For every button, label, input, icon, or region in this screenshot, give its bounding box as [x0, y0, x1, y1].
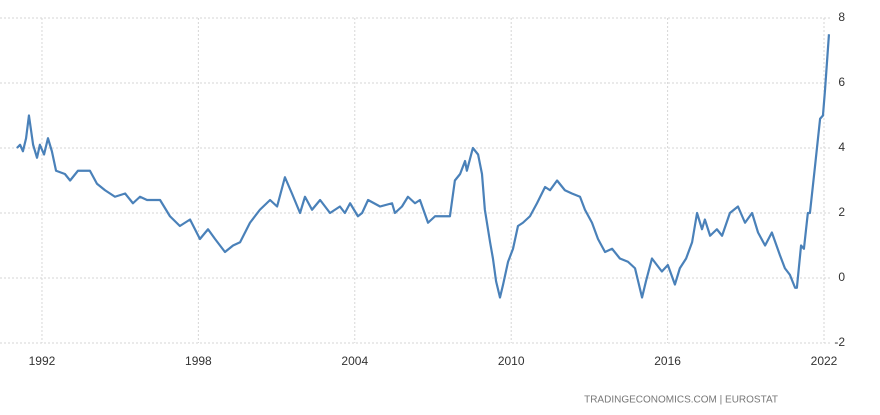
x-tick-label: 1998: [185, 354, 212, 368]
x-tick-label: 2022: [811, 354, 838, 368]
y-tick-label: -2: [834, 335, 845, 349]
y-tick-label: 8: [838, 10, 845, 24]
y-tick-label: 4: [838, 140, 845, 154]
x-tick-label: 2004: [341, 354, 368, 368]
y-tick-label: 0: [838, 270, 845, 284]
x-tick-label: 2010: [498, 354, 525, 368]
y-tick-label: 6: [838, 75, 845, 89]
x-tick-label: 1992: [29, 354, 56, 368]
x-tick-label: 2016: [654, 354, 681, 368]
source: TRADINGECONOMICS.COM | EUROSTAT: [584, 395, 778, 406]
y-tick-label: 2: [838, 205, 845, 219]
line: [16, 34, 831, 299]
